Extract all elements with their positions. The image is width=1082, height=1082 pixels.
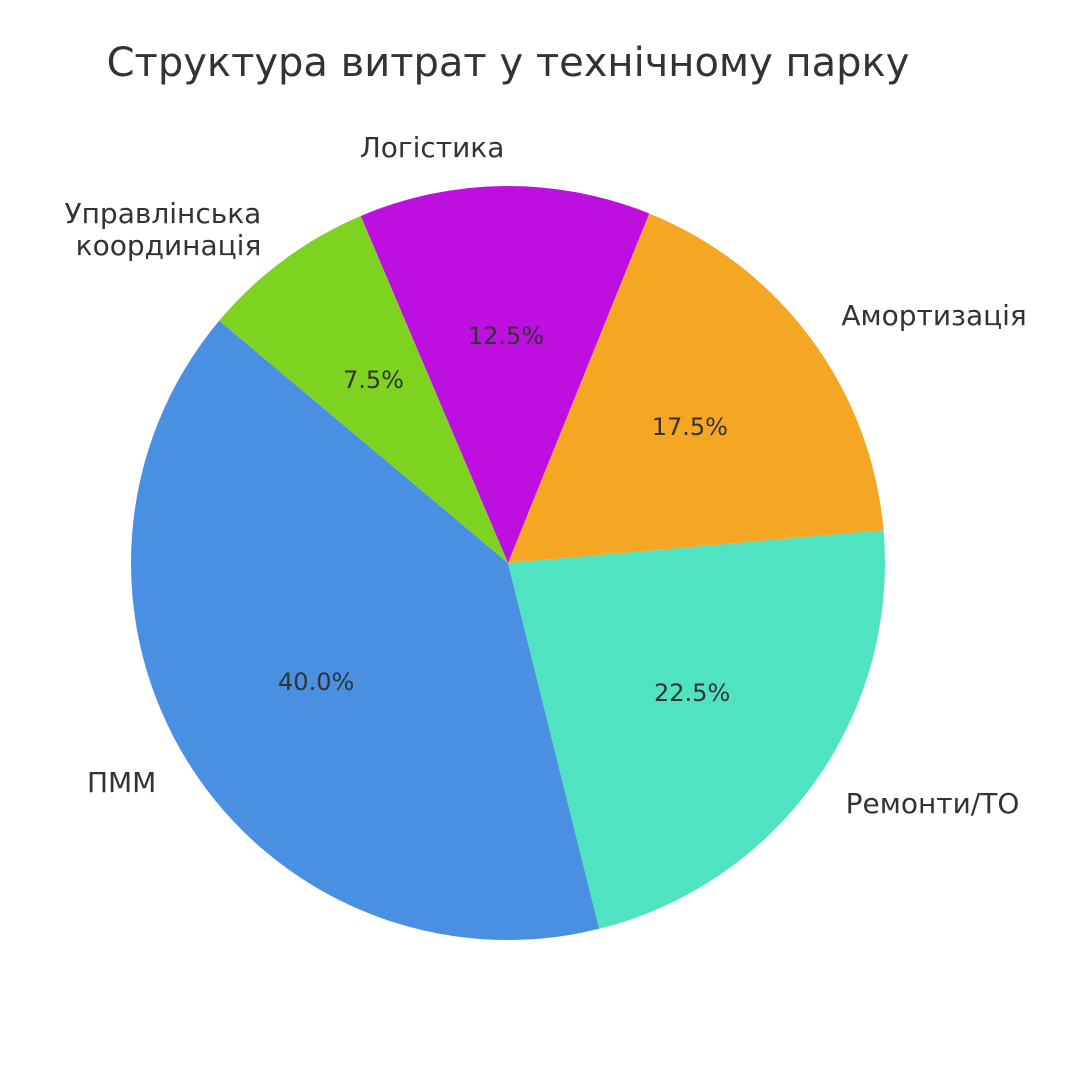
pie-slice bbox=[508, 530, 886, 929]
slice-label: ПММ bbox=[86, 765, 157, 799]
slice-label: Логістика bbox=[359, 131, 505, 165]
pie-slice bbox=[130, 320, 600, 941]
value-label: 17.5% bbox=[651, 413, 728, 442]
chart-title: Структура витрат у технічному парку bbox=[106, 40, 910, 86]
value-label: 7.5% bbox=[342, 366, 404, 395]
value-label: 12.5% bbox=[467, 322, 545, 350]
slice-label: Управлінська координація bbox=[64, 196, 262, 262]
pie-slice bbox=[508, 213, 884, 563]
value-label: 40.0% bbox=[278, 668, 355, 697]
pie-slice bbox=[219, 215, 509, 563]
pie-slice bbox=[360, 185, 650, 563]
slice-label: Ремонти/ТО bbox=[845, 786, 1020, 820]
slice-label: Амортизація bbox=[841, 299, 1027, 333]
value-label: 22.5% bbox=[654, 679, 731, 708]
